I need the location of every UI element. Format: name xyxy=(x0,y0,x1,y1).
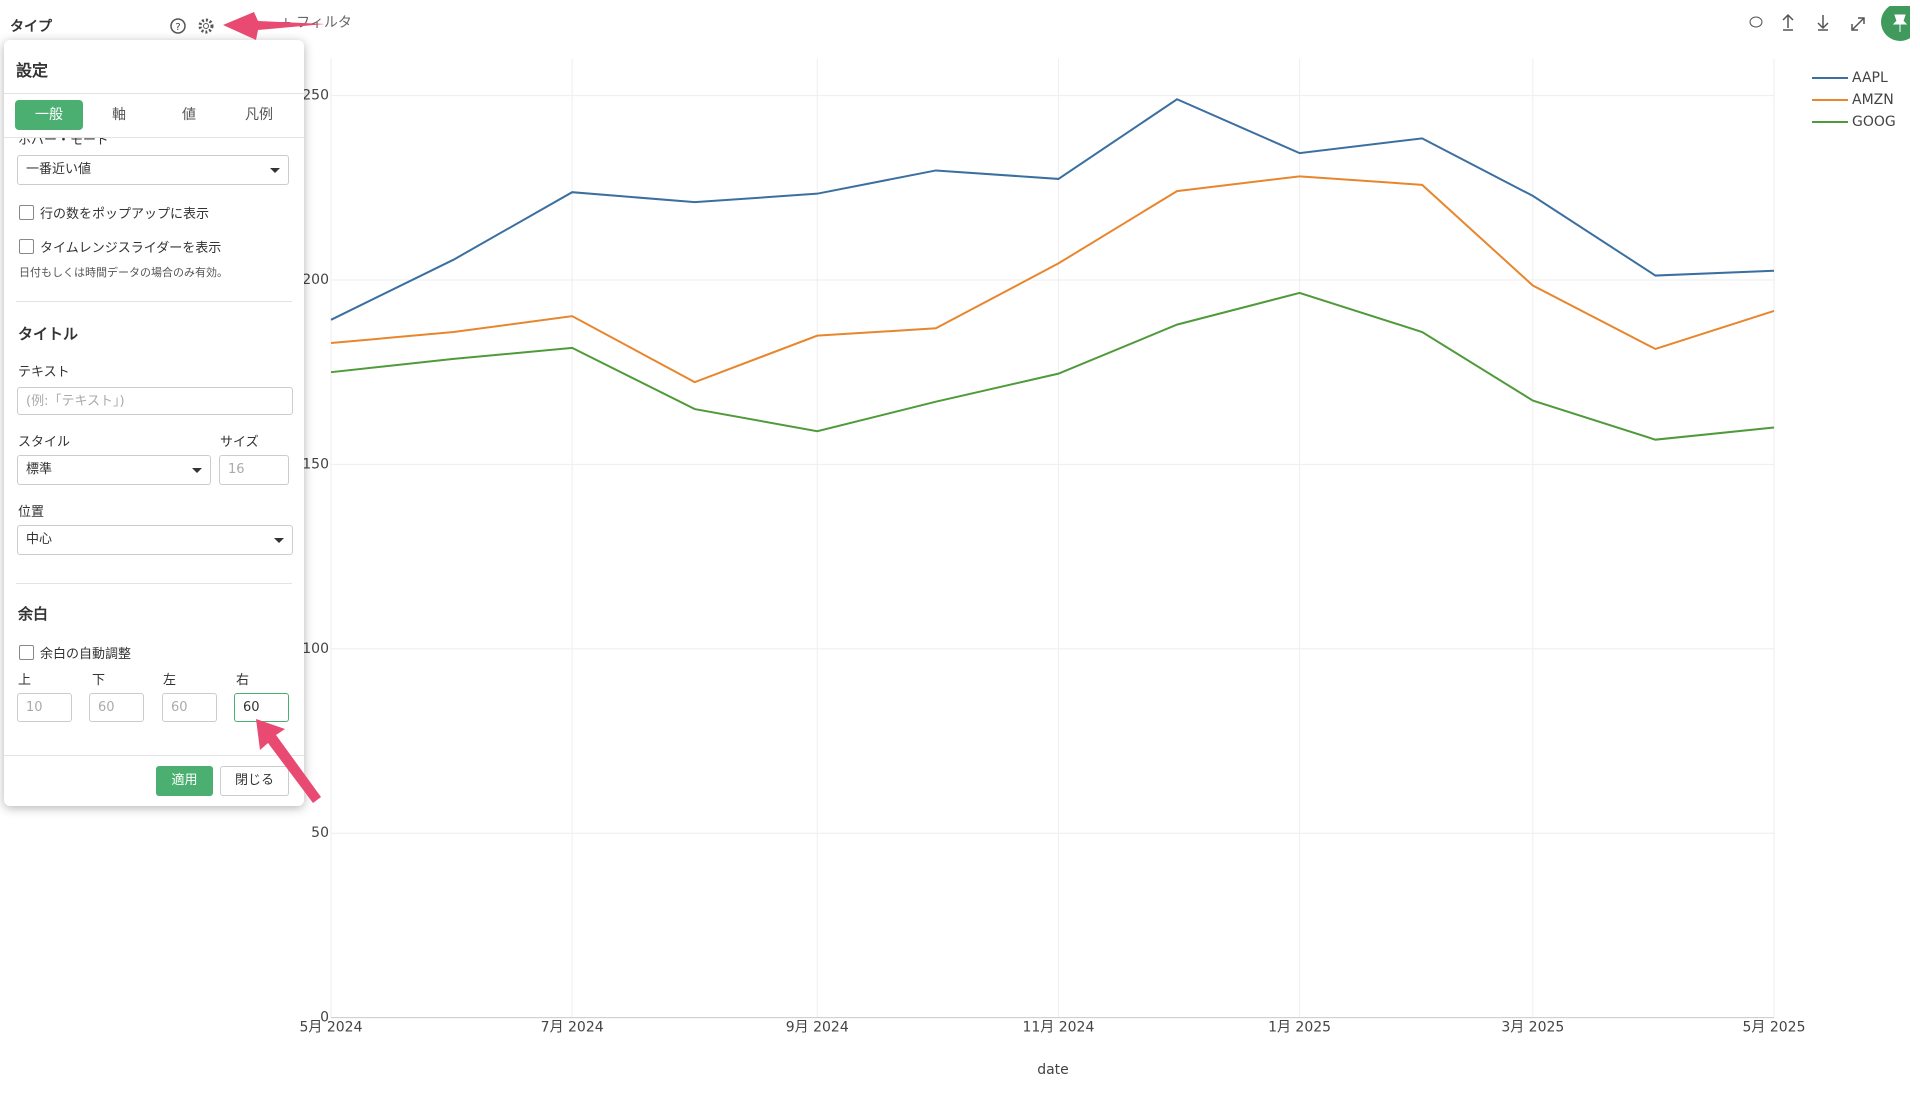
y-tick-label: 50 xyxy=(311,825,329,841)
x-tick-label: 9月 2024 xyxy=(786,1020,849,1036)
icons: ? xyxy=(170,18,214,34)
checkbox-label[interactable]: タイムレンジスライダーを表示 xyxy=(40,241,222,256)
y-tick-label: 150 xyxy=(302,456,329,472)
expand-icon[interactable] xyxy=(1851,17,1865,31)
filter-button[interactable]: + フィルタ xyxy=(280,15,352,31)
hover-value: 一番近い値 xyxy=(26,162,92,177)
field-label: 位置 xyxy=(18,505,45,520)
tab[interactable]: 軸 xyxy=(112,107,126,123)
position-select[interactable]: 中心 xyxy=(17,525,293,555)
field-label: テキスト xyxy=(18,365,70,380)
tab[interactable]: 凡例 xyxy=(245,107,273,123)
series-line xyxy=(330,175,1775,384)
tab[interactable]: 値 xyxy=(182,107,196,123)
text-input[interactable]: (例:「テキスト」) xyxy=(17,387,293,415)
size-input[interactable]: 16 xyxy=(219,455,289,485)
x-axis-label: date xyxy=(1037,1062,1069,1078)
x-tick-label: 5月 2024 xyxy=(300,1020,363,1036)
x-tick-label: 3月 2025 xyxy=(1501,1020,1564,1036)
y-tick-label: 100 xyxy=(302,641,329,657)
section-title: タイトル xyxy=(18,325,79,343)
hover-label: ホバー・モード xyxy=(18,138,110,146)
settings-hole xyxy=(203,23,209,29)
field-label: スタイル xyxy=(18,435,71,450)
y-tick-label: 250 xyxy=(302,88,329,104)
field-label: サイズ xyxy=(220,435,259,450)
settings-panel: 設定 一般 軸 値 凡例 ホバー・モード 一番近い値 行の数をポップアップに表示… xyxy=(4,40,304,806)
margin-input[interactable]: 60 xyxy=(89,693,144,722)
checkbox-label[interactable]: 余白の自動調整 xyxy=(40,647,132,662)
field-label: 上 xyxy=(18,673,32,688)
tab[interactable]: 一般 xyxy=(35,107,63,123)
note: 日付もしくは時間データの場合のみ有効。 xyxy=(19,266,228,279)
section-title: 余白 xyxy=(18,605,49,623)
x-tick-label: 1月 2025 xyxy=(1268,1020,1331,1036)
tab-active-bg xyxy=(15,100,83,130)
field-label: 左 xyxy=(163,673,177,688)
style-select[interactable]: 標準 xyxy=(17,455,211,485)
margin-input[interactable]: 10 xyxy=(17,693,72,722)
x-tick-label: 5月 2025 xyxy=(1743,1020,1806,1036)
style-value: 標準 xyxy=(26,462,53,477)
series-line xyxy=(330,291,1775,441)
settings-icon[interactable] xyxy=(198,18,214,34)
toolbar xyxy=(1749,6,1910,41)
legend-label: GOOG xyxy=(1852,114,1896,130)
y-tick-label: 0 xyxy=(320,1010,329,1026)
pin-icon xyxy=(1892,14,1908,32)
apply-button[interactable]: 適用 xyxy=(156,766,213,796)
x-tick-label: 7月 2024 xyxy=(541,1020,604,1036)
margin-input[interactable]: 60 xyxy=(162,693,217,722)
legend-label: AAPL xyxy=(1852,70,1888,86)
margin-input[interactable]: 60 xyxy=(234,693,289,722)
help-icon[interactable] xyxy=(170,18,186,34)
upload-icon[interactable] xyxy=(1782,13,1794,31)
help-glyph: ? xyxy=(175,22,180,33)
x-tick-label: 11月 2024 xyxy=(1022,1020,1094,1036)
series-line xyxy=(330,98,1775,321)
panel-title: 設定 xyxy=(16,61,49,80)
field-label: 下 xyxy=(92,673,106,688)
comment-icon[interactable] xyxy=(1749,16,1763,28)
legend-label: AMZN xyxy=(1852,92,1894,108)
download-icon[interactable] xyxy=(1817,15,1829,31)
y-tick-label: 200 xyxy=(302,272,329,288)
close-button[interactable]: 閉じる xyxy=(220,766,289,796)
field-label: 右 xyxy=(236,673,250,688)
position-value: 中心 xyxy=(26,532,53,547)
hover-select[interactable]: 一番近い値 xyxy=(17,155,289,185)
type-label: タイプ xyxy=(10,19,52,35)
checkbox-label[interactable]: 行の数をポップアップに表示 xyxy=(40,207,210,222)
